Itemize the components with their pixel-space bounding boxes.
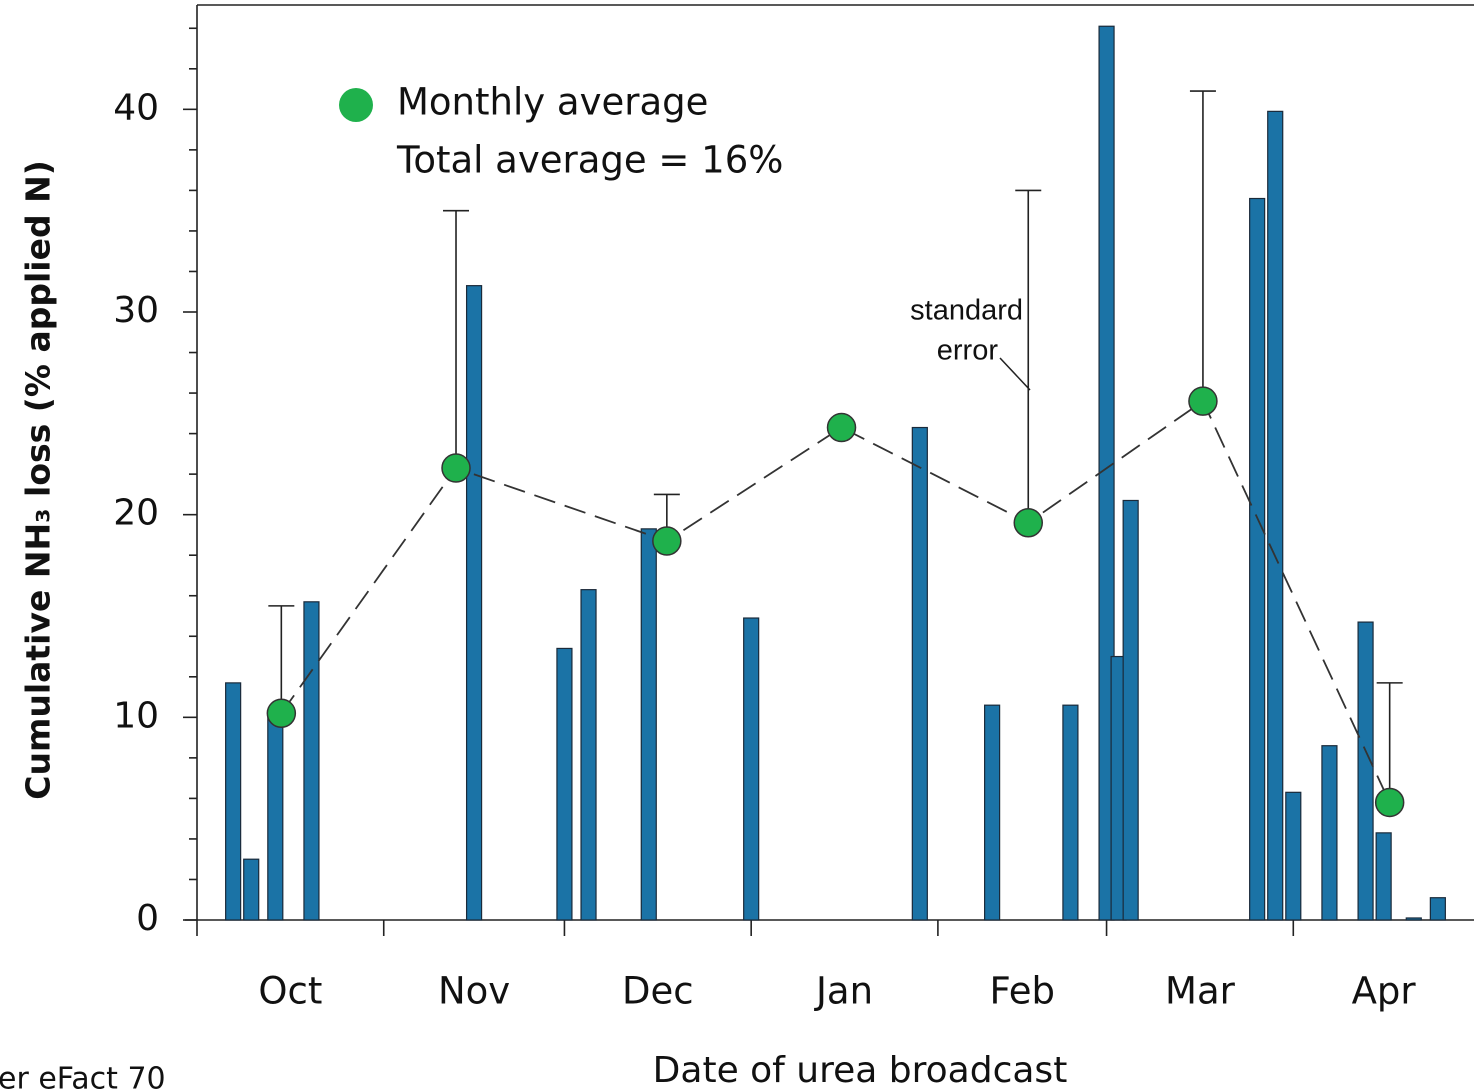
bar — [1267, 110, 1284, 921]
bar — [911, 426, 928, 921]
x-tick-label: Mar — [1165, 970, 1236, 1013]
bar — [267, 710, 284, 921]
average-point — [1013, 508, 1044, 538]
x-tick-label: Apr — [1352, 970, 1417, 1013]
bar — [640, 528, 657, 921]
y-tick-label: 40 — [113, 87, 159, 128]
y-tick-label: 0 — [136, 898, 159, 939]
average-point — [652, 526, 682, 556]
average-point — [826, 412, 857, 443]
bar — [984, 704, 1001, 921]
average-point — [266, 698, 297, 729]
bar — [1122, 499, 1139, 921]
y-axis-label: Cumulative NH₃ loss (% applied N) — [19, 160, 58, 800]
bar — [243, 858, 260, 921]
error-bar — [1376, 682, 1403, 803]
bar — [580, 589, 597, 921]
bar — [1249, 197, 1266, 921]
error-bar — [1189, 90, 1216, 402]
bar — [225, 682, 242, 921]
y-tick-label: 10 — [113, 695, 159, 736]
bar — [1429, 897, 1446, 921]
x-axis-label: Date of urea broadcast — [653, 1050, 1068, 1091]
annotation: Total average = 16% — [396, 139, 783, 182]
y-tick-label: 20 — [113, 493, 159, 534]
bar — [743, 617, 760, 921]
x-tick-label: Feb — [989, 970, 1055, 1013]
bar — [1357, 621, 1374, 921]
bar — [1321, 745, 1338, 921]
bar — [465, 285, 483, 921]
x-tick-label: Dec — [622, 970, 694, 1013]
error-bar — [268, 605, 295, 714]
legend-label: Monthly average — [397, 81, 708, 124]
y-tick-label: 30 — [113, 290, 159, 331]
bar — [1405, 917, 1422, 921]
average-point — [1188, 386, 1218, 416]
average-point — [1374, 787, 1405, 818]
error-bar — [1015, 189, 1042, 523]
bar — [556, 647, 573, 921]
error-label: standard — [910, 295, 1023, 327]
x-tick-label: Jan — [814, 970, 873, 1013]
bar — [1285, 791, 1302, 921]
error-bar — [443, 209, 470, 469]
x-tick-label: Oct — [258, 970, 322, 1013]
error-label: error — [937, 335, 999, 367]
x-tick-label: Nov — [438, 970, 510, 1013]
average-point — [441, 453, 471, 483]
legend-marker — [339, 88, 373, 122]
bar — [1062, 704, 1079, 921]
source: er eFact 70 — [0, 1062, 166, 1091]
bar — [1375, 832, 1392, 921]
error-leader — [999, 357, 1031, 391]
bar — [303, 601, 320, 921]
